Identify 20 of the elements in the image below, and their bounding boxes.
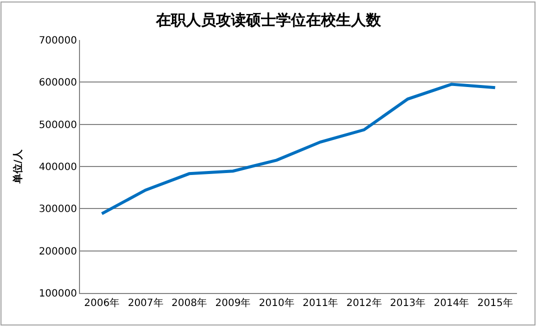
x-tick-label: 2007年 — [128, 297, 164, 309]
x-tick-label: 2008年 — [172, 297, 207, 309]
x-tick-label: 2010年 — [258, 297, 294, 309]
y-tick-label: 100000 — [38, 288, 77, 300]
x-tick-label: 2015年 — [477, 297, 513, 309]
y-tick-label: 600000 — [38, 78, 77, 89]
y-tick-label: 200000 — [38, 246, 77, 258]
y-tick-label: 700000 — [38, 36, 77, 46]
y-axis-title: 单位/人 — [12, 148, 24, 184]
x-tick-label: 2012年 — [346, 297, 382, 309]
x-tick-label: 2011年 — [302, 297, 338, 309]
x-tick-label: 2014年 — [434, 297, 470, 309]
y-tick-label: 300000 — [38, 204, 77, 216]
x-tick-label: 2006年 — [84, 297, 120, 309]
chart-title: 在职人员攻读硕士学位在校生人数 — [155, 11, 382, 30]
x-tick-label: 2013年 — [390, 297, 426, 309]
y-tick-label: 400000 — [38, 162, 77, 173]
x-tick-label: 2009年 — [215, 297, 251, 309]
line-series — [100, 82, 497, 216]
y-tick-label: 500000 — [38, 120, 77, 131]
